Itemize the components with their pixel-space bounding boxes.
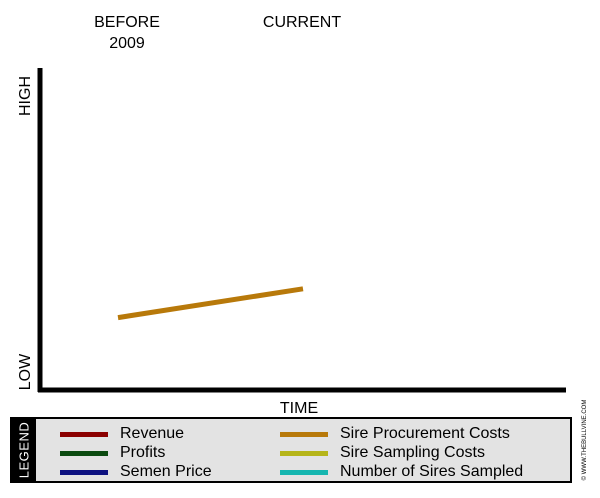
legend-item-semen-price: Semen Price xyxy=(60,463,212,481)
x-header-before-line1: BEFORE xyxy=(94,14,160,31)
legend-swatch-profits xyxy=(60,450,108,456)
watermark: © WWW.THEBULLVINE.COM xyxy=(582,399,588,481)
legend: LEGEND Revenue Profits Semen Price Sire … xyxy=(10,417,572,483)
legend-label-sire-sampling-costs: Sire Sampling Costs xyxy=(340,444,485,461)
legend-swatch-number-of-sires-sampled xyxy=(280,469,328,475)
legend-item-number-of-sires-sampled: Number of Sires Sampled xyxy=(280,463,523,481)
series-line-sire-procurement-costs xyxy=(117,286,304,321)
legend-swatch-sire-sampling-costs xyxy=(280,450,328,456)
legend-swatch-sire-procurement-costs xyxy=(280,431,328,437)
legend-swatch-semen-price xyxy=(60,469,108,475)
x-header-before-line2: 2009 xyxy=(109,35,145,52)
legend-item-profits: Profits xyxy=(60,444,165,462)
series-layer xyxy=(117,286,304,321)
legend-label-profits: Profits xyxy=(120,444,166,461)
legend-title-cell: LEGEND xyxy=(12,419,36,481)
legend-label-number-of-sires-sampled: Number of Sires Sampled xyxy=(340,463,524,480)
legend-title: LEGEND xyxy=(16,421,32,479)
x-header-current: CURRENT xyxy=(263,14,341,31)
x-axis-title: TIME xyxy=(280,400,318,417)
legend-item-sire-procurement-costs: Sire Procurement Costs xyxy=(280,425,510,443)
legend-item-revenue: Revenue xyxy=(60,425,184,443)
legend-label-sire-procurement-costs: Sire Procurement Costs xyxy=(340,425,510,442)
legend-swatch-revenue xyxy=(60,431,108,437)
legend-item-sire-sampling-costs: Sire Sampling Costs xyxy=(280,444,485,462)
y-high-label: HIGH xyxy=(17,76,34,116)
y-low-label: LOW xyxy=(17,353,34,390)
legend-label-semen-price: Semen Price xyxy=(120,463,212,480)
legend-label-revenue: Revenue xyxy=(120,425,185,442)
